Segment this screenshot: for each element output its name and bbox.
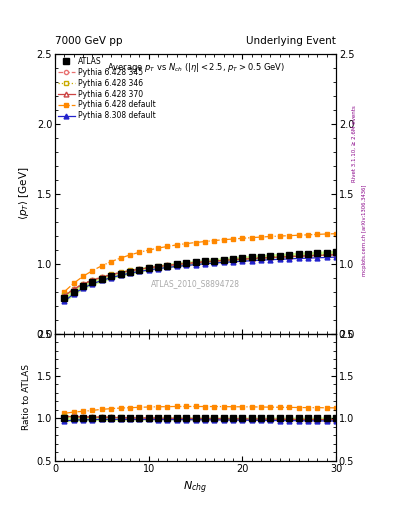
Text: 7000 GeV pp: 7000 GeV pp — [55, 36, 123, 46]
Y-axis label: $\langle p_T \rangle$ [GeV]: $\langle p_T \rangle$ [GeV] — [17, 167, 31, 221]
Text: ATLAS_2010_S8894728: ATLAS_2010_S8894728 — [151, 279, 240, 288]
Text: mcplots.cern.ch [arXiv:1306.3436]: mcplots.cern.ch [arXiv:1306.3436] — [362, 185, 367, 276]
Text: Average $p_T$ vs $N_{ch}$ ($|\eta| < 2.5$, $p_T > 0.5$ GeV): Average $p_T$ vs $N_{ch}$ ($|\eta| < 2.5… — [107, 61, 285, 74]
Text: Rivet 3.1.10, ≥ 2.6M events: Rivet 3.1.10, ≥ 2.6M events — [352, 105, 357, 182]
Y-axis label: Ratio to ATLAS: Ratio to ATLAS — [22, 364, 31, 430]
Legend: ATLAS, Pythia 6.428 345, Pythia 6.428 346, Pythia 6.428 370, Pythia 6.428 defaul: ATLAS, Pythia 6.428 345, Pythia 6.428 34… — [57, 55, 157, 122]
Text: Underlying Event: Underlying Event — [246, 36, 336, 46]
X-axis label: $N_{chg}$: $N_{chg}$ — [184, 479, 208, 496]
